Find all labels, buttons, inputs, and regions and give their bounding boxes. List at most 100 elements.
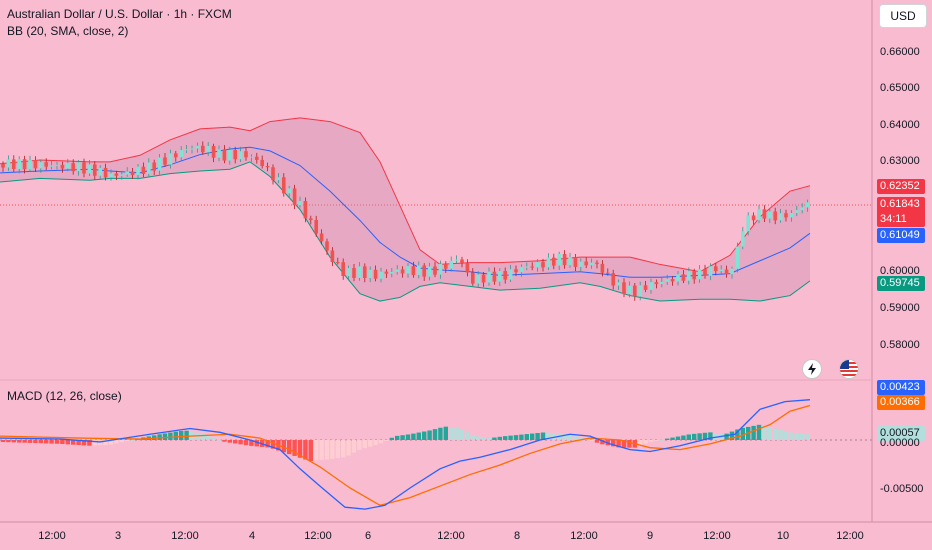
candle-body bbox=[168, 153, 173, 165]
macd-histogram-bar bbox=[702, 432, 708, 440]
macd-histogram-bar bbox=[125, 440, 130, 441]
macd-histogram-bar bbox=[297, 440, 303, 458]
macd-histogram-bar bbox=[805, 434, 810, 440]
bb-upper-line bbox=[0, 117, 811, 273]
candle-body bbox=[22, 159, 27, 170]
candle-body bbox=[622, 282, 626, 295]
candle-body bbox=[341, 262, 345, 277]
candle-body bbox=[600, 263, 605, 273]
candle-body bbox=[454, 259, 459, 261]
candle-body bbox=[12, 159, 16, 170]
candle-body bbox=[1, 163, 5, 168]
macd-histogram-bar bbox=[76, 440, 81, 446]
macd-histogram-bar bbox=[270, 440, 276, 449]
last-price-value: 0.61843 bbox=[880, 198, 920, 210]
time-axis-label: 9 bbox=[646, 530, 654, 542]
candle-body bbox=[244, 151, 248, 158]
macd-histogram-bar bbox=[643, 440, 648, 444]
macd-histogram-bar bbox=[508, 435, 513, 440]
candle-body bbox=[357, 266, 362, 278]
us-flag-icon[interactable] bbox=[839, 359, 859, 379]
macd-histogram-bar bbox=[6, 440, 11, 443]
macd-histogram-bar bbox=[530, 433, 535, 440]
macd-histogram-bar bbox=[335, 440, 340, 459]
macd-histogram-bar bbox=[314, 440, 319, 461]
macd-histogram-bar bbox=[627, 440, 632, 448]
candle-body bbox=[535, 262, 540, 268]
macd-histogram-bar bbox=[400, 435, 405, 440]
macd-histogram-bar bbox=[351, 440, 357, 453]
macd-histogram-bar bbox=[524, 434, 529, 440]
macd-histogram-bar bbox=[27, 440, 33, 443]
macd-histogram-bar bbox=[265, 440, 270, 448]
candle-body bbox=[643, 285, 648, 290]
macd-histogram-bar bbox=[594, 440, 600, 443]
candle-body bbox=[49, 165, 54, 167]
candle-body bbox=[417, 265, 421, 275]
macd-histogram-bar bbox=[254, 440, 259, 447]
macd-histogram-bar bbox=[114, 440, 119, 444]
candle-body bbox=[55, 164, 59, 166]
last-price-badge: 0.61843 34:11 bbox=[877, 197, 925, 227]
candle-body bbox=[211, 145, 216, 158]
macd-histogram-bar bbox=[459, 429, 465, 440]
candle-body bbox=[670, 279, 675, 282]
macd-histogram-bar bbox=[108, 440, 114, 445]
symbol-title[interactable]: Australian Dollar / U.S. Dollar · 1h · F… bbox=[7, 7, 232, 21]
candle-body bbox=[465, 262, 470, 273]
macd-histogram-bar bbox=[11, 440, 16, 443]
macd-histogram-bar bbox=[92, 440, 97, 446]
candle-body bbox=[471, 272, 475, 284]
candle-body bbox=[638, 285, 642, 297]
candle-body bbox=[319, 233, 324, 242]
macd-line bbox=[0, 399, 811, 510]
candle-body bbox=[152, 162, 156, 171]
candle-body bbox=[325, 241, 329, 251]
time-axis-label: 12:00 bbox=[38, 530, 66, 542]
candle-body bbox=[589, 262, 594, 266]
candle-body bbox=[190, 148, 194, 150]
macd-histogram-bar bbox=[432, 429, 438, 440]
time-axis-label: 6 bbox=[364, 530, 372, 542]
candle-body bbox=[98, 167, 102, 176]
macd-histogram-bar bbox=[378, 440, 384, 444]
bb-lower-line bbox=[0, 161, 811, 302]
bb-indicator-label[interactable]: BB (20, SMA, close, 2) bbox=[7, 24, 129, 38]
candle-body bbox=[287, 188, 291, 194]
macd-legend[interactable]: MACD (12, 26, close) bbox=[7, 389, 122, 403]
candle-body bbox=[751, 215, 756, 221]
candle-body bbox=[217, 149, 221, 158]
bb-fill bbox=[0, 117, 810, 302]
macd-histogram-bar bbox=[681, 435, 686, 440]
candle-body bbox=[762, 209, 767, 219]
macd-histogram-bar bbox=[87, 440, 92, 446]
candle-body bbox=[76, 162, 81, 172]
candle-body bbox=[692, 271, 696, 280]
macd-histogram-bar bbox=[368, 440, 373, 447]
macd-histogram-bar bbox=[486, 437, 492, 440]
candle-body bbox=[724, 269, 729, 275]
candle-body bbox=[660, 281, 664, 285]
macd-histogram-bar bbox=[211, 437, 216, 440]
candle-body bbox=[298, 201, 302, 206]
currency-button[interactable]: USD bbox=[879, 4, 927, 28]
candle-body bbox=[714, 266, 718, 272]
candle-body bbox=[757, 209, 761, 221]
macd-histogram-bar bbox=[130, 439, 135, 441]
candle-body bbox=[292, 188, 297, 206]
candle-body bbox=[411, 266, 416, 275]
candle-body bbox=[449, 260, 453, 269]
macd-histogram-bar bbox=[184, 430, 189, 440]
candle-body bbox=[249, 156, 254, 158]
candle-body bbox=[784, 213, 788, 218]
lightning-icon[interactable] bbox=[802, 359, 822, 379]
candle-body bbox=[519, 266, 524, 273]
candle-body bbox=[525, 266, 529, 268]
macd-histogram-bar bbox=[60, 440, 65, 444]
candle-body bbox=[746, 215, 750, 232]
macd-histogram-bar bbox=[729, 431, 735, 440]
macd-histogram-bar bbox=[427, 430, 432, 440]
macd-histogram-bar bbox=[395, 435, 400, 440]
macd-histogram-bar bbox=[600, 440, 605, 445]
